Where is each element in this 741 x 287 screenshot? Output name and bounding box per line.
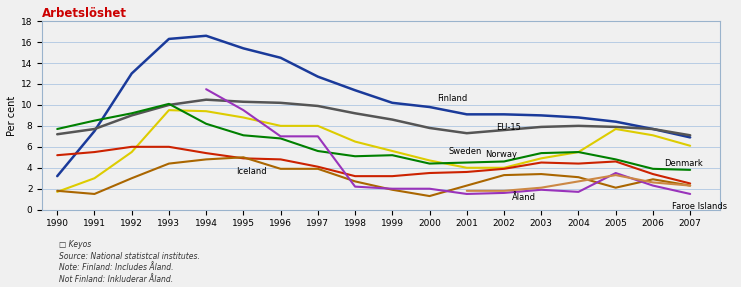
Text: Faroe Islands: Faroe Islands: [671, 201, 727, 210]
Text: Norway: Norway: [485, 150, 517, 159]
Text: Iceland: Iceland: [236, 167, 267, 177]
Y-axis label: Per cent: Per cent: [7, 95, 17, 135]
Text: Arbetslöshet: Arbetslöshet: [42, 7, 127, 20]
Text: EU-15: EU-15: [496, 123, 522, 132]
Text: Sweden: Sweden: [448, 146, 482, 156]
Text: Åland: Åland: [511, 193, 536, 201]
Text: Denmark: Denmark: [664, 159, 703, 168]
Text: □ Keyos
Source: National statistcal institutes.
Note: Finland: Includes Åland.
N: □ Keyos Source: National statistcal inst…: [59, 240, 200, 284]
Text: Finland: Finland: [437, 94, 468, 103]
